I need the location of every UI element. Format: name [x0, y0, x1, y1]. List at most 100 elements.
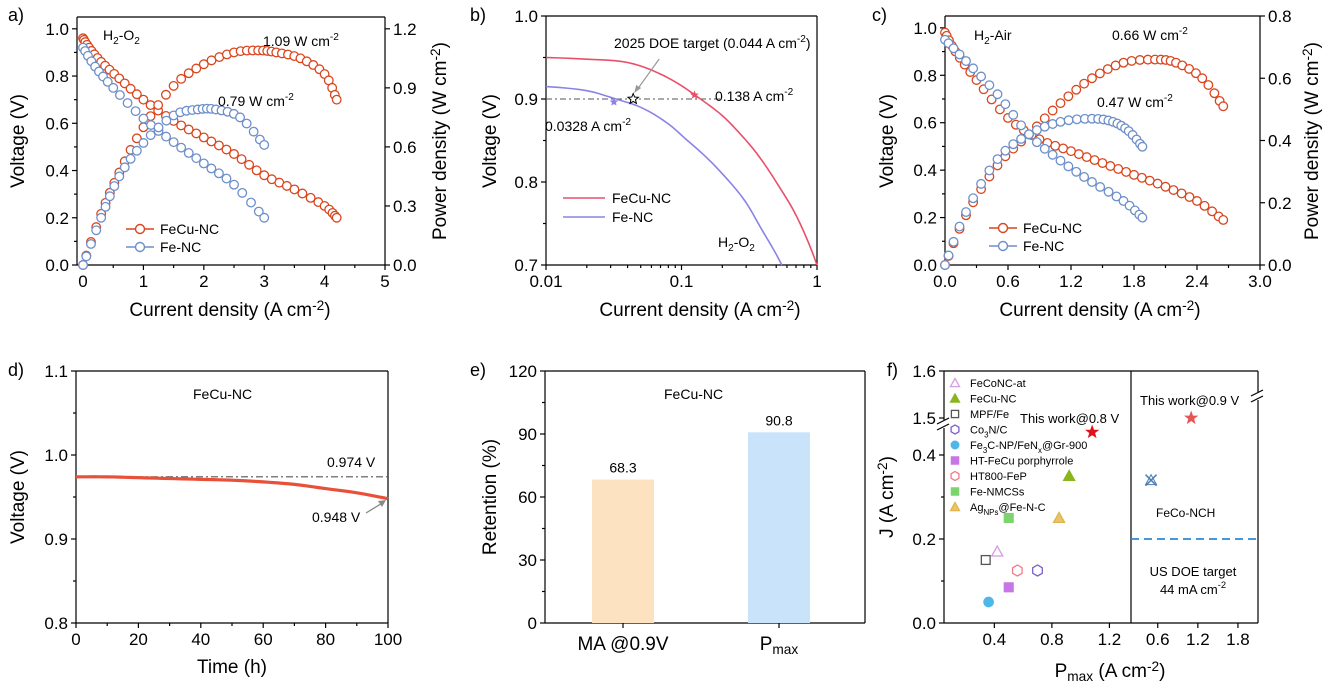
- panel-letter: b): [470, 5, 486, 25]
- panel-c-point-fe-nc: [1137, 141, 1148, 152]
- panel-f-legend-label: Co3N/C: [970, 425, 1007, 440]
- panel-c-point-fecu-nc: [1184, 63, 1195, 74]
- panel-c-point-fe-nc: [1008, 139, 1019, 150]
- panel-c-point-fe-nc: [1039, 143, 1050, 154]
- panel-c-inset-label: H2-Air: [974, 27, 1012, 47]
- panel-e-bar: [592, 479, 654, 623]
- panel-a-point-fe-nc: [86, 239, 96, 249]
- panel-e-ylabel: Retention (%): [480, 439, 501, 555]
- panel-c-point-fecu-nc: [1218, 101, 1229, 112]
- panel-c-point-fe-nc: [992, 154, 1003, 165]
- panel-a-ytick-label: 0.2: [45, 209, 69, 228]
- panel-f-legend-marker: [950, 487, 960, 496]
- panel-c-point-fecu-nc: [1199, 200, 1210, 211]
- panel-a-point-fecu-nc: [168, 80, 179, 91]
- panel-c-y2tick-label: 0.2: [1268, 194, 1292, 213]
- panel-a-point-fecu-nc: [251, 165, 262, 176]
- panel-a-point-fe-nc: [122, 98, 133, 109]
- panel-c-point-fe-nc: [1095, 182, 1106, 192]
- panel-c-point-fecu-nc: [1118, 57, 1129, 68]
- panel-a-point-fe-nc: [78, 260, 88, 270]
- panel-letter: a): [8, 5, 24, 25]
- panel-f-ytick-label: 0.4: [912, 446, 936, 465]
- panel-b-xlabel: Current density (A cm-2): [599, 298, 800, 321]
- panel-f-legend-label: AgNPs@Fe-N-C: [970, 502, 1046, 517]
- panel-f-legend-label: FeCoNC-at: [970, 378, 1026, 390]
- panel-f-point: [1003, 582, 1014, 593]
- panel-c-point-fecu-nc: [1176, 188, 1187, 199]
- panel-c-point-fe-nc: [1111, 191, 1122, 202]
- panel-a-point-fe-nc: [108, 82, 119, 93]
- panel-a-xlabel: Current density (A cm-2): [129, 298, 330, 321]
- panel-c-ytick-label: 0.8: [913, 66, 937, 85]
- panel-a-point-fe-nc: [119, 162, 130, 173]
- panel-d-arrowhead: [378, 500, 386, 507]
- panel-f-xtick-label: 1.2: [1186, 630, 1210, 649]
- panel-c-point-fecu-nc: [1203, 80, 1214, 90]
- panel-d-inset-label: FeCu-NC: [193, 386, 252, 402]
- panel-a-point-fecu-nc: [125, 83, 136, 94]
- panel-c-xtick-label: 0.6: [996, 272, 1020, 291]
- panel-a-point-fe-nc: [221, 173, 232, 184]
- panel-c-point-fe-nc: [1055, 155, 1066, 166]
- panel-a-point-fe-nc: [138, 138, 149, 148]
- panel-a-point-fe-nc: [91, 225, 102, 236]
- panel-d-xtick-label: 0: [71, 630, 80, 649]
- panel-a-point-fe-nc: [259, 212, 270, 223]
- panel-c-point-fe-nc: [968, 63, 979, 74]
- panel-c-ytick-label: 0.0: [913, 256, 937, 275]
- panel-f-xtick-label: 1.8: [1226, 630, 1250, 649]
- panel-b-ytick-label: 0.8: [514, 173, 538, 192]
- panel-a-legend-fecu-nc-label: FeCu-NC: [160, 221, 219, 237]
- panel-c-point-fecu-nc: [1218, 214, 1229, 225]
- panel-c-annotation: 0.66 W cm-2: [1112, 26, 1188, 43]
- panel-a-point-fe-nc: [138, 113, 149, 124]
- panel-a-ylabel: Voltage (V): [8, 94, 29, 188]
- panel-f-ylabel: J (A cm-2): [875, 456, 898, 538]
- panel-f-legend-marker: [950, 456, 960, 465]
- panel-letter: d): [8, 360, 24, 380]
- panel-d-xtick-label: 20: [129, 630, 148, 649]
- panel-f-annotation: This work@0.8 V: [1020, 411, 1119, 426]
- panel-f-point: [1011, 564, 1023, 577]
- panel-a-point-fe-nc: [213, 168, 224, 179]
- panel-a-point-fecu-nc: [198, 59, 209, 70]
- panel-a-point-fe-nc: [153, 122, 164, 133]
- panel-c-point-fecu-nc: [1197, 73, 1208, 84]
- panel-f-legend-label: Fe3C-NP/FeNx@Gr-900: [970, 440, 1087, 455]
- panel-c-point-fecu-nc: [1184, 192, 1195, 202]
- panel-f-ytick-label: 1.6: [912, 362, 936, 381]
- panel-a-point-fecu-nc: [183, 68, 194, 79]
- panel-f-xtick-label: 0.6: [1146, 630, 1170, 649]
- panel-c-point-fe-nc: [984, 165, 995, 176]
- panel-a-point-fecu-nc: [221, 144, 232, 155]
- panel-c-point-fe-nc: [1016, 134, 1027, 144]
- panel-f-legend-label: Fe-NMCSs: [970, 487, 1025, 499]
- panel-a-point-fecu-nc: [160, 89, 171, 100]
- panel-c-point-fecu-nc: [1102, 64, 1113, 75]
- panel-b-fe-label: 0.0328 A cm-2: [545, 117, 631, 134]
- panel-a-point-fe-nc: [168, 137, 179, 148]
- panel-a-point-fe-nc: [114, 90, 125, 100]
- panel-d-line-fecu-nc: [75, 475, 389, 501]
- panel-a-point-fecu-nc: [229, 149, 239, 159]
- panel-c-point-fe-nc: [1000, 99, 1011, 110]
- panel-c-point-fe-nc: [968, 193, 979, 204]
- panel-a-point-fe-nc: [130, 106, 141, 117]
- panel-f-ytick-label: 0.2: [912, 530, 936, 549]
- panel-c-point-fe-nc: [1071, 166, 1082, 177]
- panel-a-point-fecu-nc: [297, 188, 308, 199]
- panel-f-legend-label: MPF/Fe: [970, 409, 1009, 421]
- panel-c-point-fecu-nc: [1039, 113, 1050, 124]
- panel-c-xtick-label: 0.0: [933, 272, 957, 291]
- panel-f-legend-marker: [950, 424, 960, 435]
- panel-f-legend-marker: [949, 377, 961, 388]
- panel-a-point-fecu-nc: [244, 159, 255, 170]
- panel-a-point-fecu-nc: [305, 192, 316, 203]
- panel-a-point-fe-nc: [183, 148, 194, 158]
- panel-b-xtick-label: 0.1: [670, 272, 694, 291]
- panel-c-legend-fe-nc-marker: [997, 240, 1009, 252]
- panel-f-point: [1032, 564, 1043, 577]
- panel-f-doe-label: US DOE target: [1150, 564, 1237, 579]
- panel-e-ytick-label: 30: [518, 551, 537, 570]
